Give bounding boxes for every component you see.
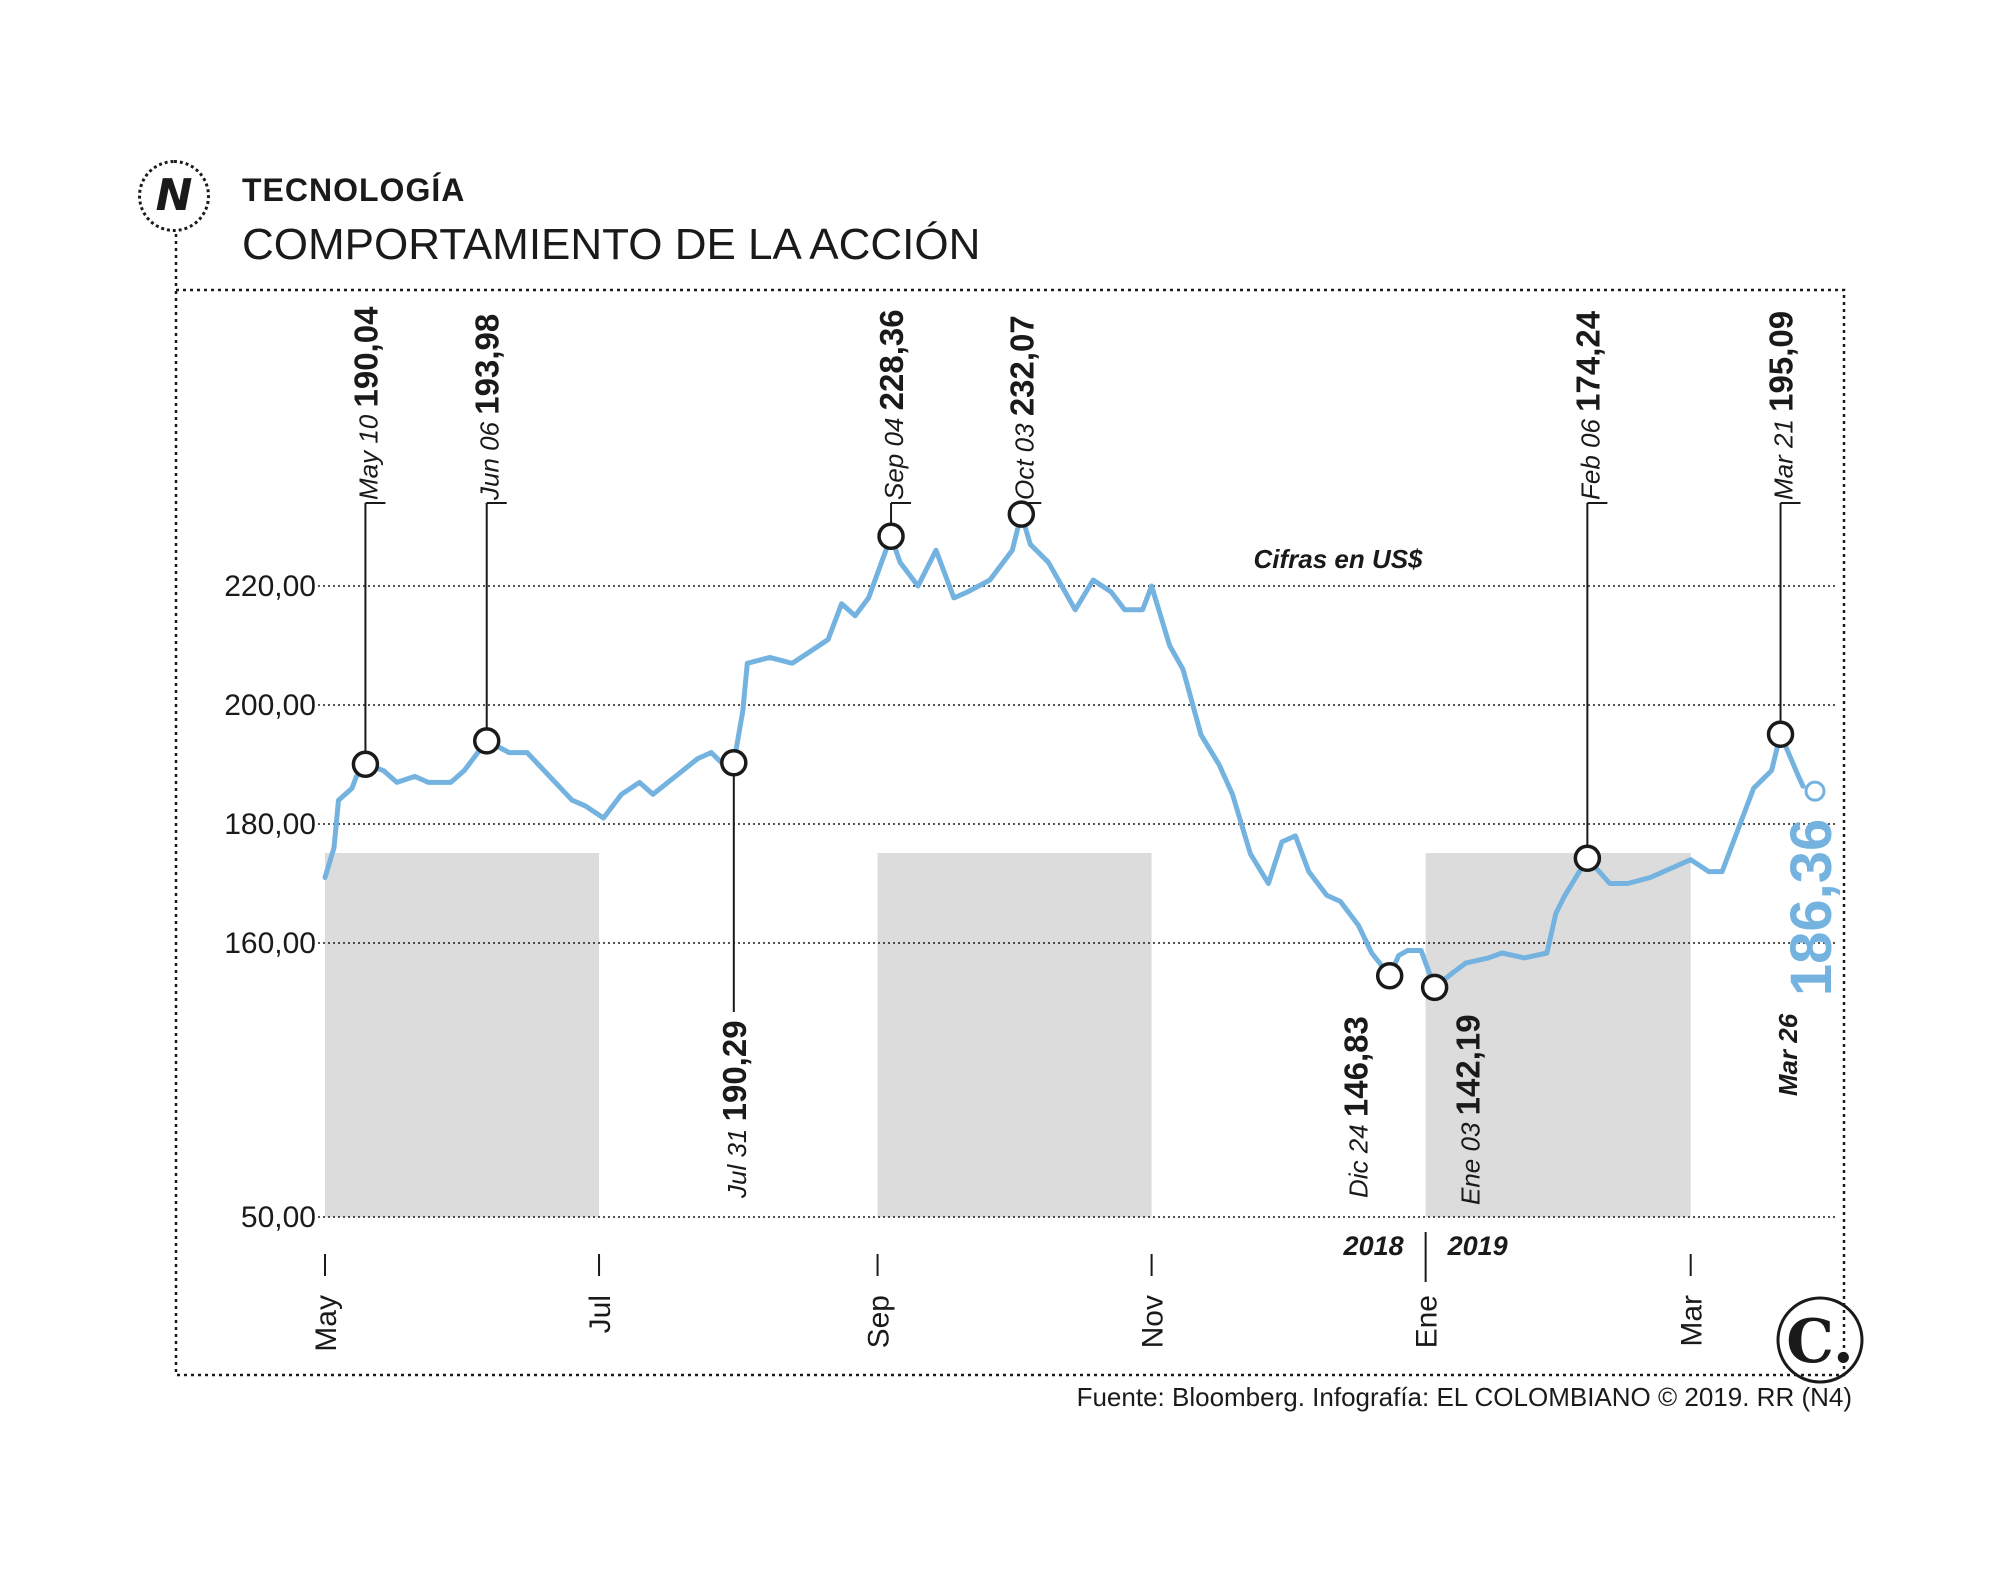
annotation-value: 190,04 <box>347 306 384 408</box>
y-tick-label: 180,00 <box>224 808 316 841</box>
y-tick-label: 50,00 <box>241 1201 316 1234</box>
x-tick-label: Mar <box>1676 1295 1709 1347</box>
brand-n-letter: N <box>155 170 193 221</box>
last-value-label: 186,36 <box>1779 819 1844 996</box>
section-label: TECNOLOGÍA <box>242 172 466 208</box>
annotation-value: 228,36 <box>873 309 910 410</box>
chart-title: COMPORTAMIENTO DE LA ACCIÓN <box>242 220 981 269</box>
annotation-date: Jul 31 <box>722 1121 752 1199</box>
annotation-date: May 10 <box>353 408 383 501</box>
annotation-value: 195,09 <box>1763 311 1800 412</box>
x-tick-label: Sep <box>863 1295 896 1348</box>
year-label-2018: 2018 <box>1343 1231 1404 1261</box>
annotation-marker <box>351 750 380 779</box>
annotation-value: 193,98 <box>469 314 506 415</box>
year-label-2019: 2019 <box>1447 1231 1508 1261</box>
annotation-label: Ene 03 142,19 <box>1450 1014 1487 1205</box>
annotation-label: Jun 06 193,98 <box>469 314 506 501</box>
annotation-marker <box>1007 500 1036 528</box>
annotation-date: Jun 06 <box>475 415 505 501</box>
annotation-date: Feb 06 <box>1575 412 1605 500</box>
annotation-value: 142,19 <box>1450 1014 1487 1115</box>
annotation-value: 232,07 <box>1003 315 1040 416</box>
currency-note: Cifras en US$ <box>1253 544 1423 574</box>
annotation-label: Mar 21 195,09 <box>1763 311 1800 500</box>
annotation-label: Dic 24 146,83 <box>1338 1016 1375 1198</box>
annotation-marker <box>1573 844 1602 873</box>
annotation-label: Sep 04 228,36 <box>873 309 910 500</box>
brand-c-letter: C. <box>1786 1307 1854 1377</box>
annotation-marker <box>1766 720 1795 748</box>
brand-n-logo: N <box>138 160 210 232</box>
annotation-date: Mar 21 <box>1769 412 1799 500</box>
y-tick-label: 220,00 <box>224 570 316 603</box>
last-date-label: Mar 26 <box>1773 1013 1803 1096</box>
source-footer: Fuente: Bloomberg. Infografía: EL COLOMB… <box>1076 1382 1852 1412</box>
annotation-marker <box>720 749 748 777</box>
x-tick-label: Nov <box>1137 1295 1170 1348</box>
annotation-label: Jul 31 190,29 <box>716 1020 753 1199</box>
price-line <box>322 511 1806 990</box>
annotation-marker <box>1375 962 1404 990</box>
y-tick-label: 200,00 <box>224 689 316 722</box>
x-tick-label: Jul <box>584 1295 617 1333</box>
annotation-marker <box>1420 973 1449 1002</box>
chart-frame <box>174 288 1846 1377</box>
annotation-marker <box>877 522 905 551</box>
annotation-value: 174,24 <box>1569 310 1606 412</box>
annotation-date: Sep 04 <box>879 410 909 500</box>
shaded-period-May-Jun <box>325 853 600 1217</box>
annotation-date: Dic 24 <box>1344 1117 1374 1198</box>
annotation-date: Oct 03 <box>1009 416 1039 500</box>
shaded-period-Sep-Oct <box>877 853 1152 1217</box>
annotation-date: Ene 03 <box>1456 1115 1486 1205</box>
brand-c-logo: C. <box>1776 1296 1864 1384</box>
y-tick-label: 160,00 <box>224 927 316 960</box>
last-point-marker <box>1804 780 1826 802</box>
x-tick-label: May <box>310 1295 343 1352</box>
annotation-value: 190,29 <box>716 1020 753 1121</box>
annotation-value: 146,83 <box>1338 1016 1375 1117</box>
x-tick-label: Ene <box>1411 1295 1444 1348</box>
annotation-label: May 10 190,04 <box>347 306 384 500</box>
annotation-marker <box>472 727 501 755</box>
annotation-label: Feb 06 174,24 <box>1569 310 1606 500</box>
annotation-label: Oct 03 232,07 <box>1003 315 1040 500</box>
